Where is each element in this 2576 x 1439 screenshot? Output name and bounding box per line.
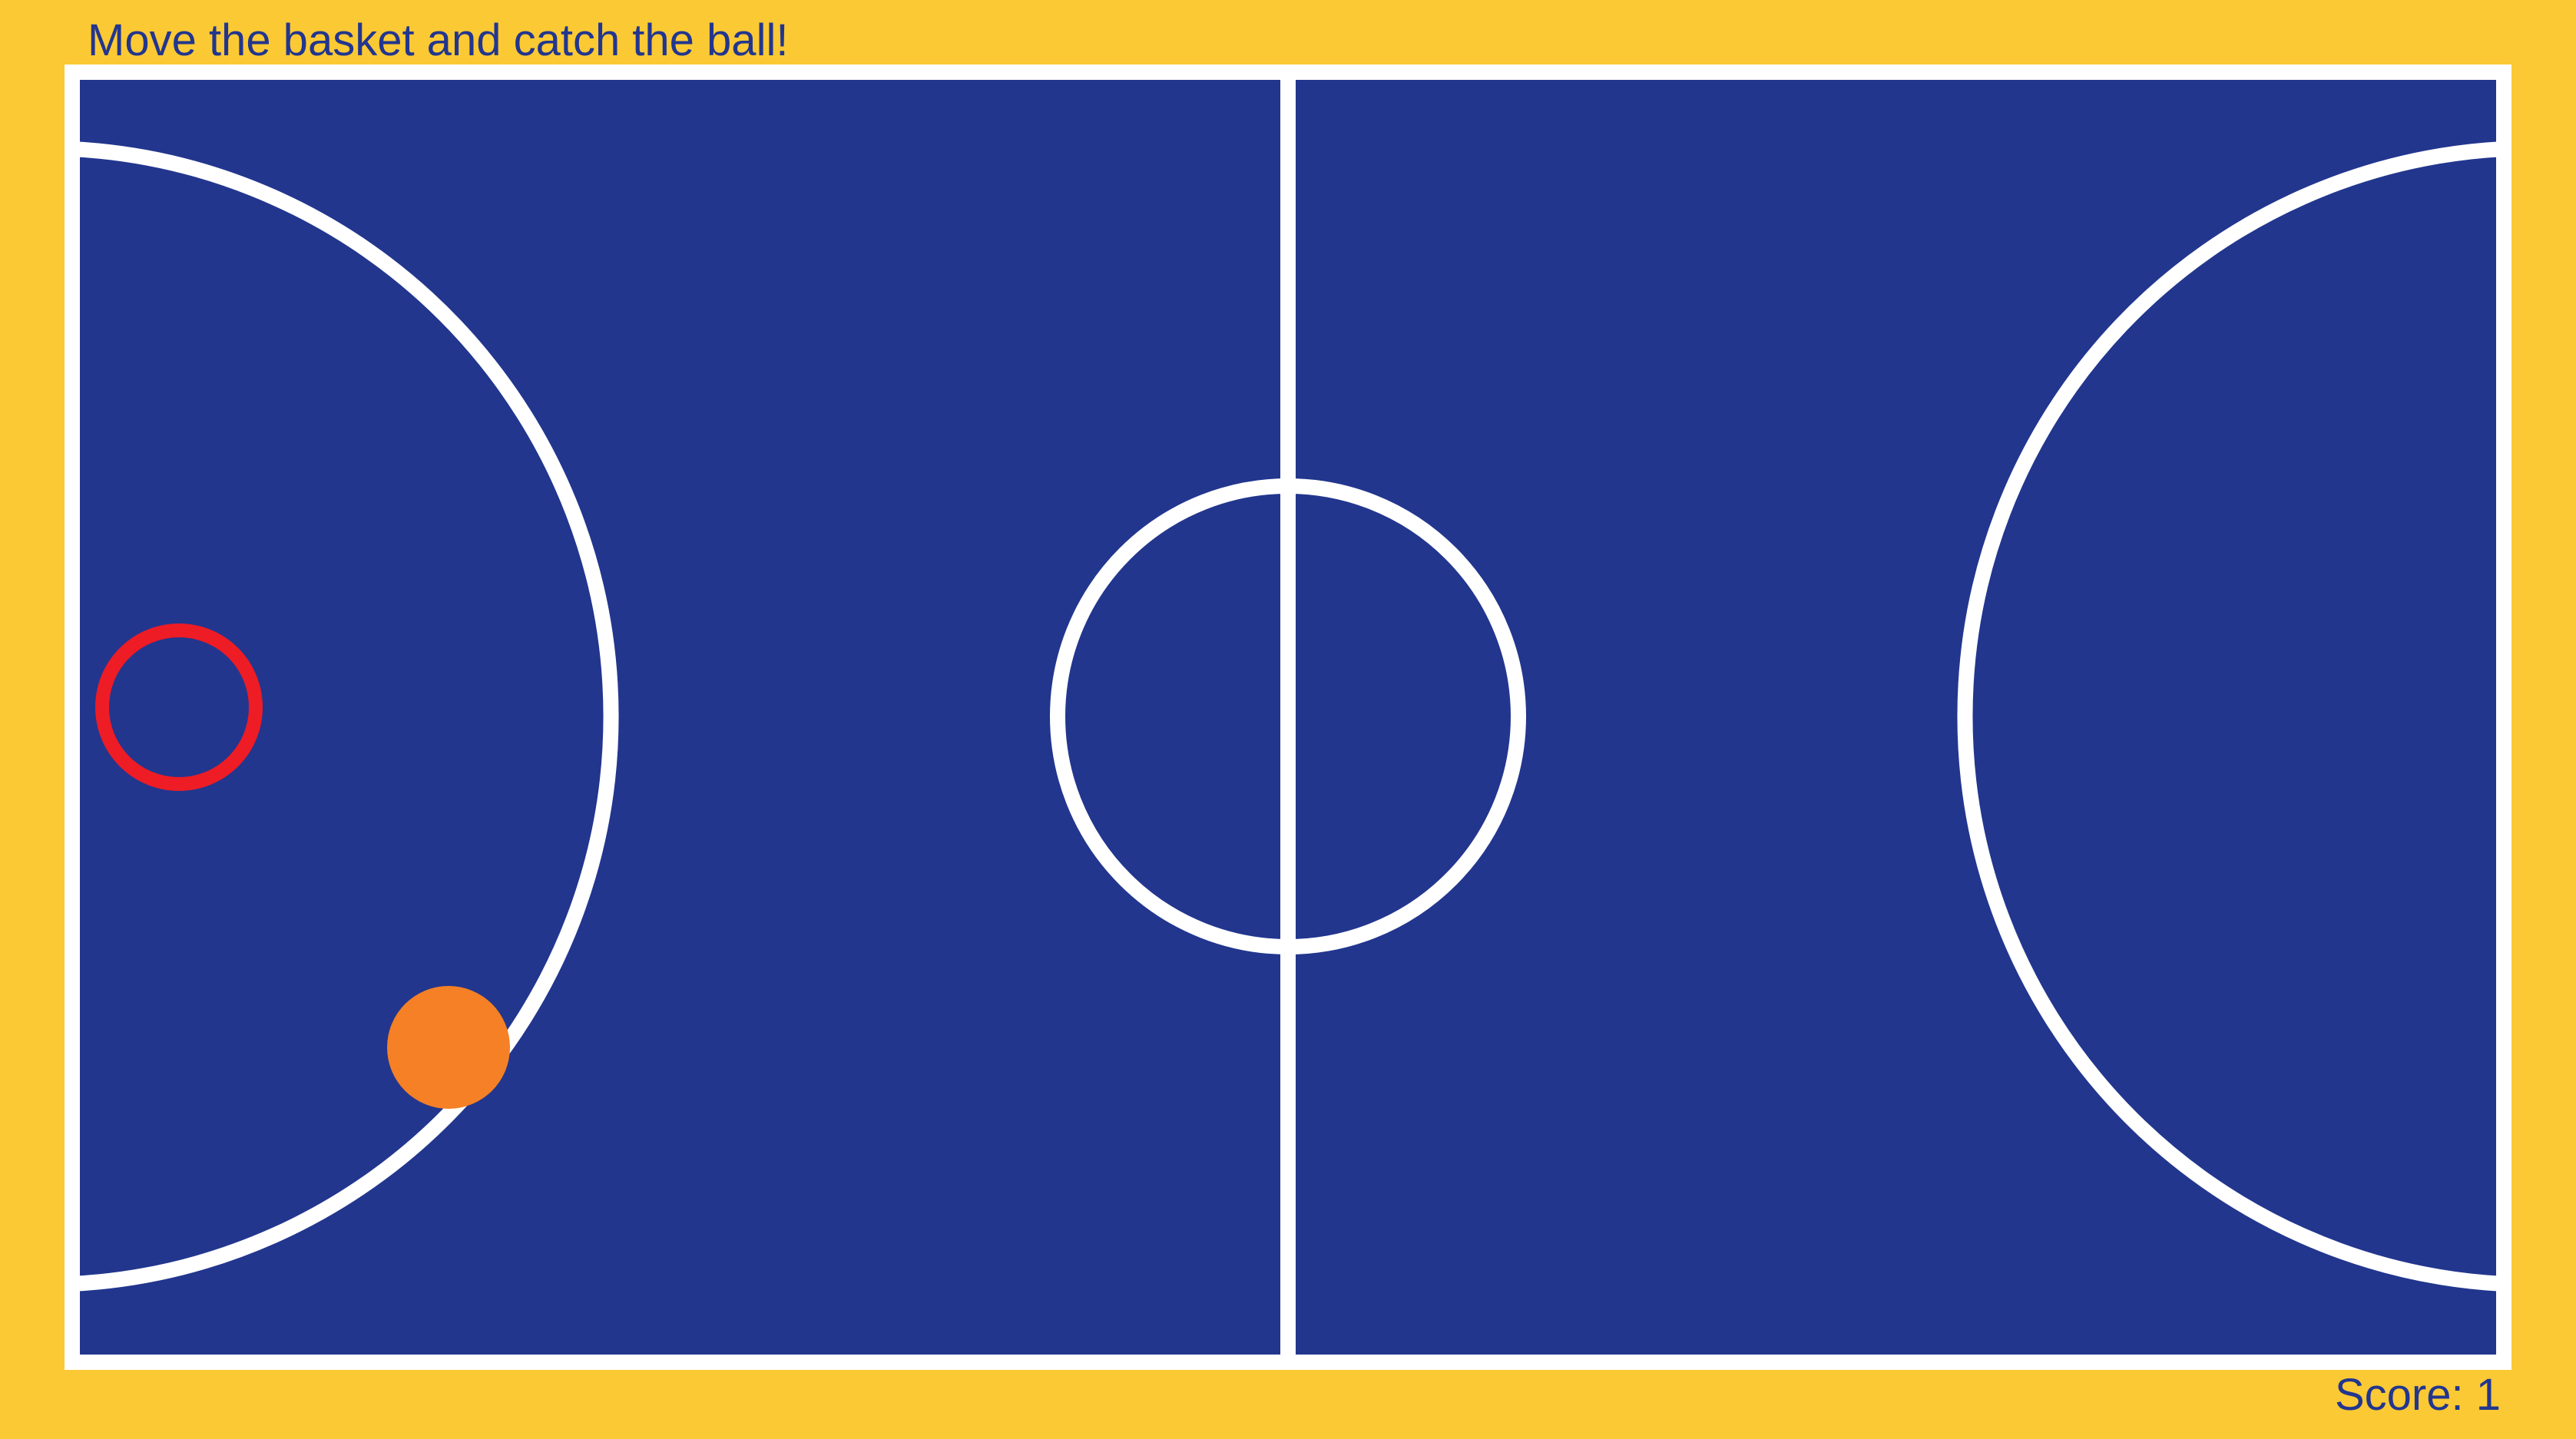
score-label: Score: — [2334, 1370, 2476, 1420]
ball — [387, 986, 510, 1109]
right-three-point-arc — [1957, 141, 2505, 1292]
score-value: 1 — [2475, 1370, 2501, 1420]
instruction-text: Move the basket and catch the ball! — [88, 15, 789, 65]
center-circle — [1050, 478, 1526, 954]
basket[interactable] — [95, 624, 263, 791]
left-three-point-arc — [71, 141, 619, 1292]
court — [65, 65, 2511, 1370]
score-display: Score: 1 — [2335, 1364, 2501, 1427]
